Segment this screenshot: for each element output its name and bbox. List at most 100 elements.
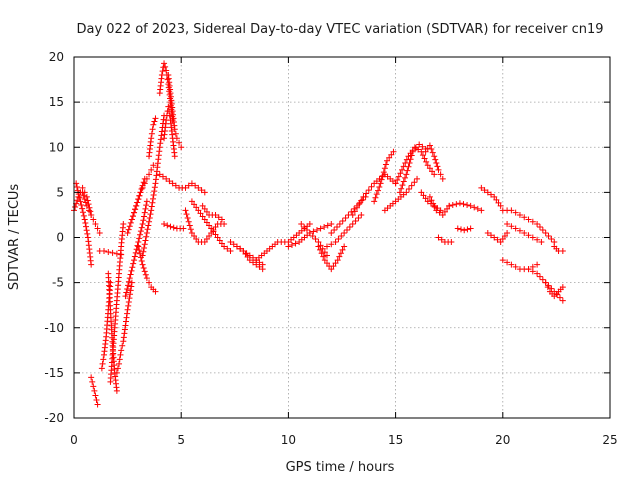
data-point-marker	[156, 171, 163, 178]
data-point-marker	[542, 279, 549, 286]
series-arc-27	[285, 220, 335, 250]
data-point-marker	[444, 205, 451, 212]
data-point-marker	[433, 207, 440, 214]
series-arc-42	[454, 225, 474, 234]
data-point-marker	[303, 226, 310, 233]
data-point-marker	[334, 257, 341, 264]
data-point-marker	[398, 185, 405, 192]
data-point-marker	[158, 132, 165, 139]
data-point-marker	[138, 257, 145, 264]
data-point-marker	[446, 202, 453, 209]
data-point-marker	[491, 193, 498, 200]
data-point-marker	[129, 264, 136, 271]
data-point-marker	[98, 365, 105, 372]
data-point-marker	[163, 175, 170, 182]
data-point-marker	[534, 220, 541, 227]
data-point-marker	[125, 302, 132, 309]
x-axis-label: GPS time / hours	[286, 460, 395, 475]
data-point-marker	[152, 288, 159, 295]
data-point-marker	[321, 257, 328, 264]
data-point-marker	[80, 192, 87, 199]
data-point-marker	[124, 229, 131, 236]
data-point-marker	[365, 187, 372, 194]
data-point-marker	[512, 209, 519, 216]
data-point-marker	[230, 241, 237, 248]
data-point-marker	[467, 202, 474, 209]
data-point-marker	[171, 126, 178, 133]
data-point-marker	[206, 222, 213, 229]
data-point-marker	[497, 239, 504, 246]
data-point-marker	[218, 240, 225, 247]
data-point-marker	[139, 252, 146, 259]
series-arc-02	[73, 180, 95, 268]
data-point-marker	[497, 202, 504, 209]
data-point-marker	[495, 199, 502, 206]
data-point-marker	[467, 225, 474, 232]
data-point-marker	[193, 204, 200, 211]
series-arc-18	[161, 103, 178, 160]
series-arc-31	[328, 193, 369, 236]
series-arc-23	[199, 202, 225, 223]
data-point-marker	[323, 260, 330, 267]
data-point-marker	[143, 198, 150, 205]
data-point-marker	[360, 193, 367, 200]
data-point-marker	[464, 226, 471, 233]
data-point-marker	[407, 156, 414, 163]
data-point-marker	[418, 189, 425, 196]
data-point-marker	[150, 195, 157, 202]
data-point-marker	[559, 284, 566, 291]
data-point-marker	[380, 169, 387, 176]
data-point-marker	[150, 121, 157, 128]
data-point-marker	[339, 217, 346, 224]
data-point-marker	[215, 214, 222, 221]
data-point-marker	[221, 243, 228, 250]
data-point-marker	[377, 180, 384, 187]
data-point-marker	[419, 143, 426, 150]
data-point-marker	[134, 242, 141, 249]
data-point-marker	[136, 192, 143, 199]
series-arc-24	[227, 239, 266, 268]
data-point-marker	[424, 198, 431, 205]
data-point-marker	[197, 210, 204, 217]
data-point-marker	[206, 232, 213, 239]
data-point-marker	[89, 378, 96, 385]
series-arc-20	[156, 171, 208, 196]
data-point-marker	[92, 220, 99, 227]
data-point-marker	[416, 141, 423, 148]
data-point-marker	[137, 228, 144, 235]
data-point-marker	[114, 365, 121, 372]
data-point-marker	[317, 225, 324, 232]
data-point-marker	[426, 142, 433, 149]
data-point-marker	[237, 245, 244, 252]
data-point-marker	[457, 226, 464, 233]
data-point-marker	[158, 72, 165, 79]
data-point-marker	[508, 207, 515, 214]
series-arc-26	[253, 220, 313, 264]
data-point-marker	[123, 289, 130, 296]
data-point-marker	[525, 266, 532, 273]
data-point-marker	[306, 220, 313, 227]
data-point-marker	[315, 243, 322, 250]
data-point-marker	[145, 222, 152, 229]
data-point-marker	[192, 182, 199, 189]
data-point-marker	[313, 226, 320, 233]
data-point-marker	[127, 219, 134, 226]
data-point-marker	[221, 220, 228, 227]
data-point-marker	[448, 239, 455, 246]
data-point-marker	[422, 148, 429, 155]
data-point-marker	[386, 154, 393, 161]
data-point-marker	[259, 266, 266, 273]
data-point-marker	[504, 229, 511, 236]
data-point-marker	[142, 205, 149, 212]
data-point-marker	[94, 401, 101, 408]
data-point-marker	[134, 199, 141, 206]
data-point-marker	[408, 182, 415, 189]
data-point-marker	[176, 139, 183, 146]
data-point-marker	[117, 351, 124, 358]
data-point-marker	[188, 180, 195, 187]
data-point-marker	[338, 232, 345, 239]
data-point-marker	[127, 287, 134, 294]
data-point-marker	[182, 207, 189, 214]
data-point-marker	[429, 149, 436, 156]
data-point-marker	[545, 282, 552, 289]
